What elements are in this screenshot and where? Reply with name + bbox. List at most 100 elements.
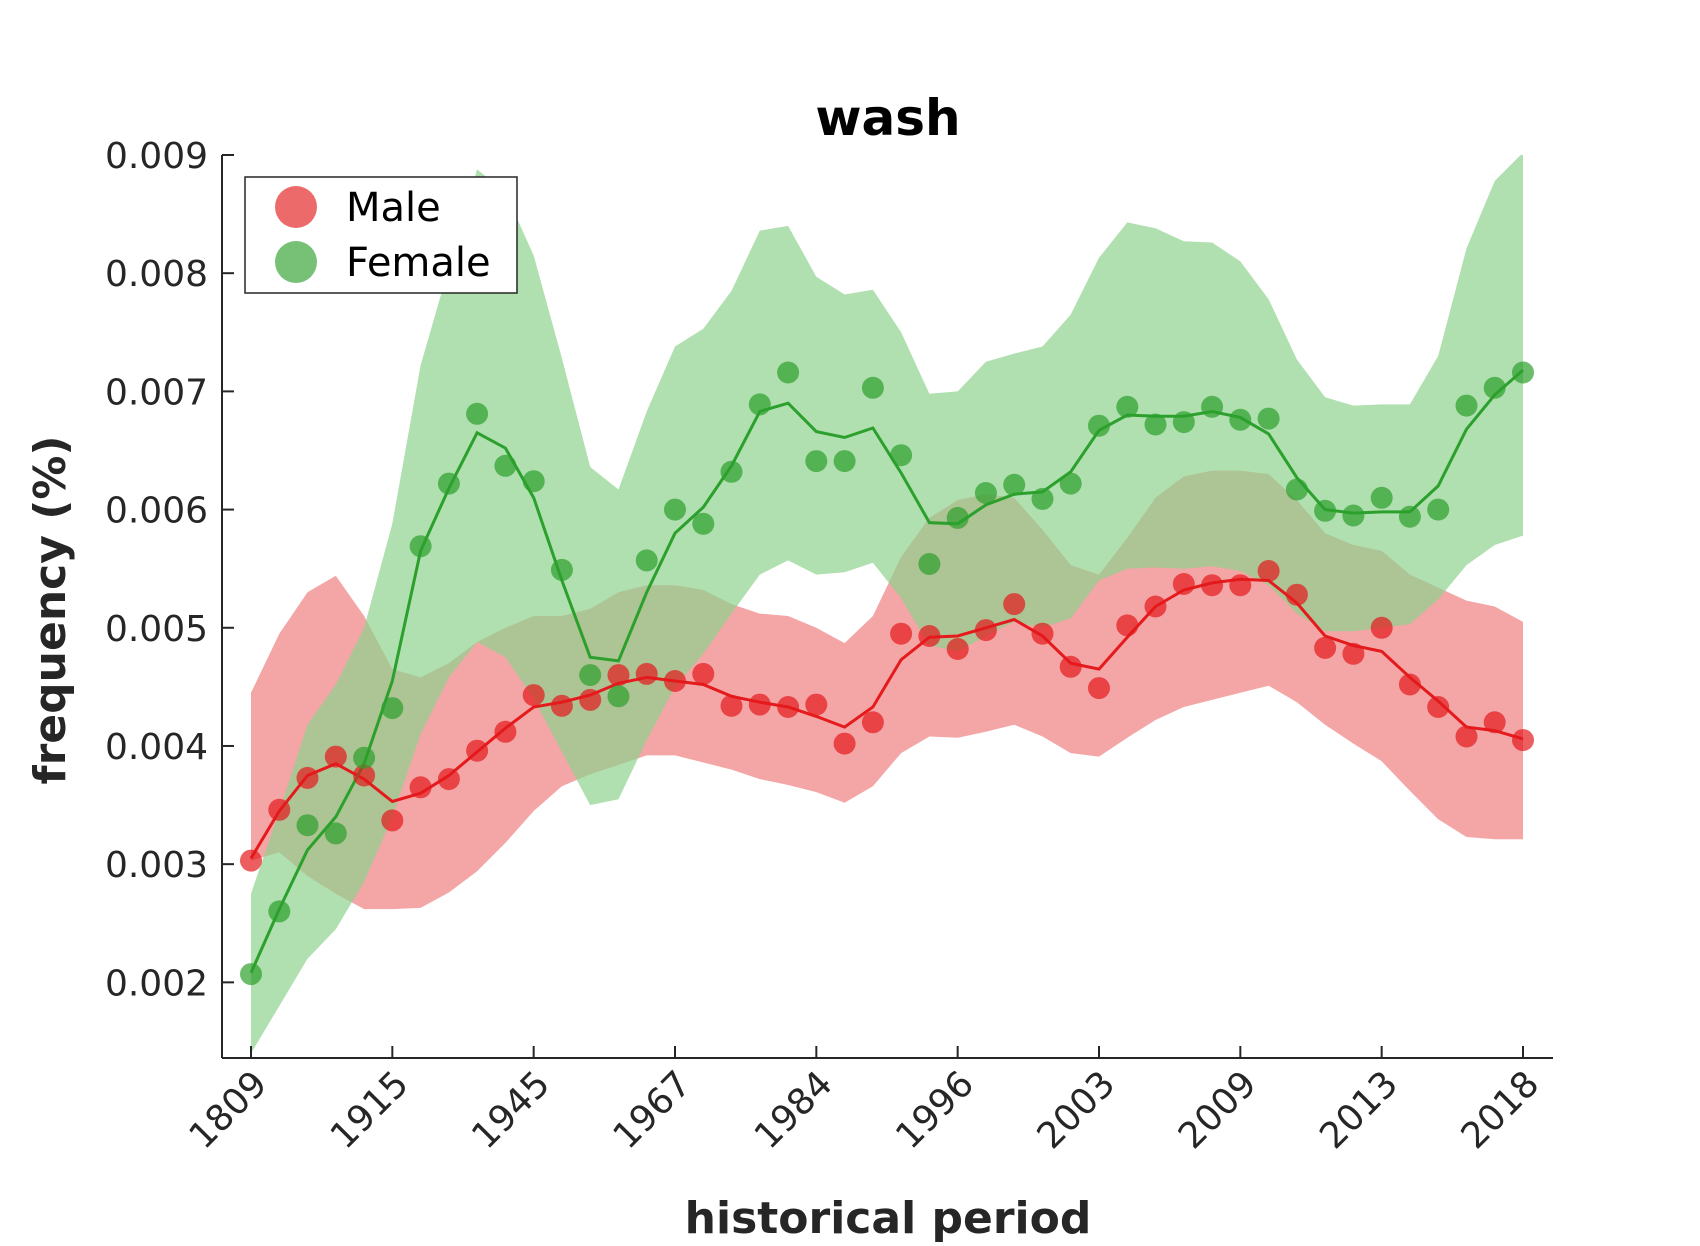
point-female [664, 498, 686, 521]
point-male [466, 739, 489, 762]
legend-marker-female [275, 241, 317, 283]
point-male [550, 694, 573, 717]
point-female [974, 482, 997, 504]
point-male [777, 696, 800, 718]
point-female [381, 697, 404, 720]
chart-title: wash [815, 89, 960, 147]
y-tick-label: 0.002 [105, 963, 208, 1004]
point-male [805, 693, 828, 716]
point-female [946, 506, 969, 529]
point-female [1398, 505, 1421, 528]
point-female [268, 900, 291, 923]
point-male [1512, 729, 1534, 752]
y-ticks: 0.002 0.003 0.004 0.005 0.006 0.007 0.008 0.009 [105, 136, 234, 1004]
x-axis-label: historical period [685, 1193, 1092, 1244]
point-female [1003, 473, 1026, 496]
point-female [720, 460, 743, 483]
point-female [1342, 504, 1365, 527]
point-female [550, 558, 573, 581]
point-male [1031, 622, 1054, 645]
point-female [579, 664, 602, 687]
point-male [748, 693, 771, 716]
trend-lines [249, 368, 1524, 974]
plot-area [240, 155, 1534, 1054]
y-tick-label: 0.008 [105, 254, 208, 295]
y-axis-label: frequency (%) [25, 435, 76, 784]
point-female [1059, 472, 1082, 495]
point-female [494, 454, 517, 477]
point-female [833, 450, 856, 473]
point-female [1201, 395, 1224, 418]
point-female [861, 376, 884, 399]
point-male [918, 625, 941, 647]
y-tick-label: 0.007 [105, 372, 208, 413]
data-points [240, 361, 1534, 986]
point-male [579, 688, 602, 711]
point-male [1201, 574, 1224, 597]
point-female [1257, 407, 1280, 430]
point-female [296, 814, 319, 837]
point-female [353, 746, 376, 769]
point-female [748, 393, 771, 416]
point-female [409, 535, 432, 558]
point-male [1116, 614, 1139, 637]
point-male [861, 711, 884, 734]
trend-line-male [249, 577, 1524, 860]
point-male [607, 664, 630, 687]
point-male [268, 798, 291, 821]
point-male [240, 849, 262, 872]
point-female [522, 470, 545, 493]
legend-label-female: Female [346, 240, 491, 286]
point-female [805, 450, 828, 473]
point-male [1229, 574, 1252, 597]
point-male [296, 766, 319, 789]
point-male [522, 684, 545, 707]
point-male [324, 745, 347, 768]
point-male [1427, 696, 1450, 718]
point-male [494, 720, 517, 743]
point-male [1285, 583, 1308, 606]
point-female [466, 402, 489, 425]
point-male [1257, 560, 1280, 582]
legend-marker-male [275, 186, 317, 228]
point-female [437, 472, 460, 495]
y-tick-label: 0.004 [105, 727, 208, 768]
point-female [240, 963, 262, 986]
point-female [918, 553, 941, 575]
point-female [1229, 408, 1252, 431]
point-male [1483, 711, 1506, 734]
point-female [1455, 394, 1478, 417]
point-male [1003, 593, 1026, 616]
y-tick-label: 0.006 [105, 491, 208, 532]
point-female [890, 444, 913, 467]
point-female [1314, 499, 1337, 522]
point-female [1370, 486, 1393, 509]
point-male [1172, 573, 1195, 595]
point-male [381, 809, 404, 832]
point-male [1314, 636, 1337, 659]
point-male [692, 662, 715, 685]
band-female [251, 155, 1523, 1054]
point-female [1144, 413, 1167, 436]
point-female [1427, 498, 1450, 521]
point-male [720, 694, 743, 717]
point-male [890, 622, 913, 645]
point-female [635, 549, 658, 572]
point-female [1116, 395, 1139, 418]
y-tick-label: 0.009 [105, 136, 208, 177]
y-tick-label: 0.005 [105, 609, 208, 650]
point-male [1059, 655, 1082, 678]
point-female [607, 685, 630, 708]
trend-line-female [249, 368, 1524, 974]
point-female [1172, 411, 1195, 434]
point-female [1285, 478, 1308, 501]
point-male [833, 732, 856, 755]
point-male [635, 662, 658, 685]
point-male [353, 764, 376, 787]
point-male [1398, 673, 1421, 696]
point-male [1088, 677, 1110, 700]
point-female [1512, 361, 1534, 384]
point-male [437, 768, 460, 791]
point-male [409, 776, 432, 799]
